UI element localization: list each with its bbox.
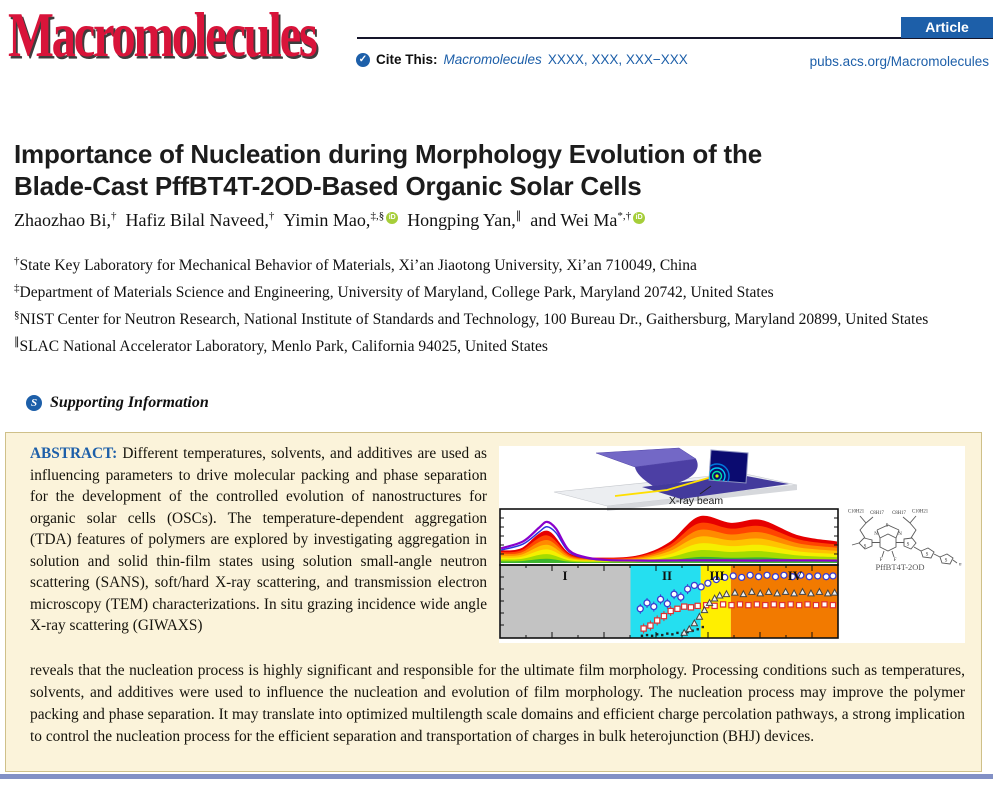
author-list: Zhaozhao Bi,† Hafiz Bilal Naveed,† Yimin M… bbox=[14, 210, 654, 231]
svg-text:F: F bbox=[894, 558, 897, 563]
molecule-structure: S N N F F S S S S n C10H21 C8H17 bbox=[848, 510, 962, 573]
svg-text:F: F bbox=[880, 558, 883, 563]
blade-front-face bbox=[635, 459, 698, 486]
journal-logo: Macromolecules bbox=[8, 0, 318, 70]
region-label-2: II bbox=[662, 568, 672, 583]
xray-beam-line bbox=[614, 471, 730, 497]
svg-text:S: S bbox=[926, 553, 929, 558]
header-rule bbox=[357, 37, 993, 39]
svg-text:N: N bbox=[898, 532, 902, 537]
affiliations: †State Key Laboratory for Mechanical Beh… bbox=[14, 252, 970, 360]
plot-frames bbox=[499, 508, 839, 639]
supporting-information-link[interactable]: S Supporting Information bbox=[26, 394, 209, 412]
side-chain-label: C8H17 bbox=[870, 511, 884, 516]
supporting-info-label: Supporting Information bbox=[50, 394, 209, 411]
region-label-4: IV bbox=[788, 568, 803, 583]
article-title: Importance of Nucleation during Morpholo… bbox=[14, 138, 762, 202]
author-name: and Wei Ma*,† iD bbox=[530, 210, 646, 230]
svg-text:S: S bbox=[945, 559, 948, 564]
molecule-name-label: PffBT4T-2OD bbox=[875, 562, 924, 572]
blade-coating-illustration: X-ray beam bbox=[553, 447, 798, 511]
author-name: Yimin Mao,‡,§ iD bbox=[283, 210, 399, 230]
title-line-1: Importance of Nucleation during Morpholo… bbox=[14, 139, 762, 169]
graphical-abstract: X-ray beam I II III IV bbox=[499, 446, 965, 643]
supporting-info-icon: S bbox=[26, 395, 42, 411]
region-label-1: I bbox=[562, 568, 567, 583]
abstract-text-column: ABSTRACT: Different temperatures, solven… bbox=[30, 443, 487, 658]
svg-text:S: S bbox=[864, 545, 867, 550]
xray-beam-label: X-ray beam bbox=[669, 495, 724, 507]
title-line-2: Blade-Cast PffBT4T-2OD-Based Organic Sol… bbox=[14, 171, 642, 201]
author-name: Zhaozhao Bi,† bbox=[14, 210, 117, 230]
abstract-heading: ABSTRACT: bbox=[30, 445, 118, 462]
giwaxs-spectrum-plot bbox=[500, 515, 838, 563]
svg-text:S: S bbox=[886, 524, 889, 529]
article-type-badge: Article bbox=[901, 17, 993, 38]
region-evolution-plot bbox=[500, 565, 839, 638]
side-chain-label: C10H21 bbox=[912, 510, 929, 515]
author-name: Hongping Yan,∥ bbox=[407, 210, 522, 230]
abstract-full-text: reveals that the nucleation process is h… bbox=[30, 662, 965, 745]
cite-journal-name: Macromolecules bbox=[443, 52, 542, 67]
abstract-column-text: Different temperatures, solvents, and ad… bbox=[30, 445, 487, 634]
side-chain-label: C10H21 bbox=[848, 510, 865, 515]
author-name: Hafiz Bilal Naveed,† bbox=[125, 210, 275, 230]
region-labels: I II III IV bbox=[562, 568, 802, 583]
detector-panel bbox=[708, 449, 749, 484]
journal-url-link[interactable]: pubs.acs.org/Macromolecules bbox=[809, 54, 989, 69]
svg-text:N: N bbox=[874, 532, 878, 537]
affiliation-line: ‡Department of Materials Science and Eng… bbox=[14, 281, 774, 301]
abstract-section: ABSTRACT: Different temperatures, solven… bbox=[5, 432, 982, 772]
cite-check-icon: ✓ bbox=[356, 52, 370, 67]
graphical-abstract-figure: X-ray beam I II III IV bbox=[499, 447, 962, 639]
cite-this-row[interactable]: ✓ Cite This: Macromolecules XXXX, XXX, X… bbox=[356, 52, 688, 67]
orcid-icon[interactable]: iD bbox=[633, 212, 646, 224]
cite-citation-text: XXXX, XXX, XXX−XXX bbox=[547, 52, 688, 67]
svg-text:n: n bbox=[959, 563, 962, 568]
affiliation-line: §NIST Center for Neutron Research, Natio… bbox=[14, 308, 929, 328]
affiliation-line: ∥SLAC National Accelerator Laboratory, M… bbox=[14, 335, 548, 355]
orcid-icon[interactable]: iD bbox=[386, 212, 399, 224]
svg-text:S: S bbox=[907, 543, 910, 548]
region-label-3: III bbox=[709, 568, 724, 583]
section-divider-bar bbox=[0, 774, 993, 779]
detector-diffraction-rings bbox=[709, 463, 730, 483]
side-chain-label: C8H17 bbox=[892, 511, 906, 516]
cite-this-label: Cite This: bbox=[376, 52, 438, 67]
affiliation-line: †State Key Laboratory for Mechanical Beh… bbox=[14, 254, 697, 274]
